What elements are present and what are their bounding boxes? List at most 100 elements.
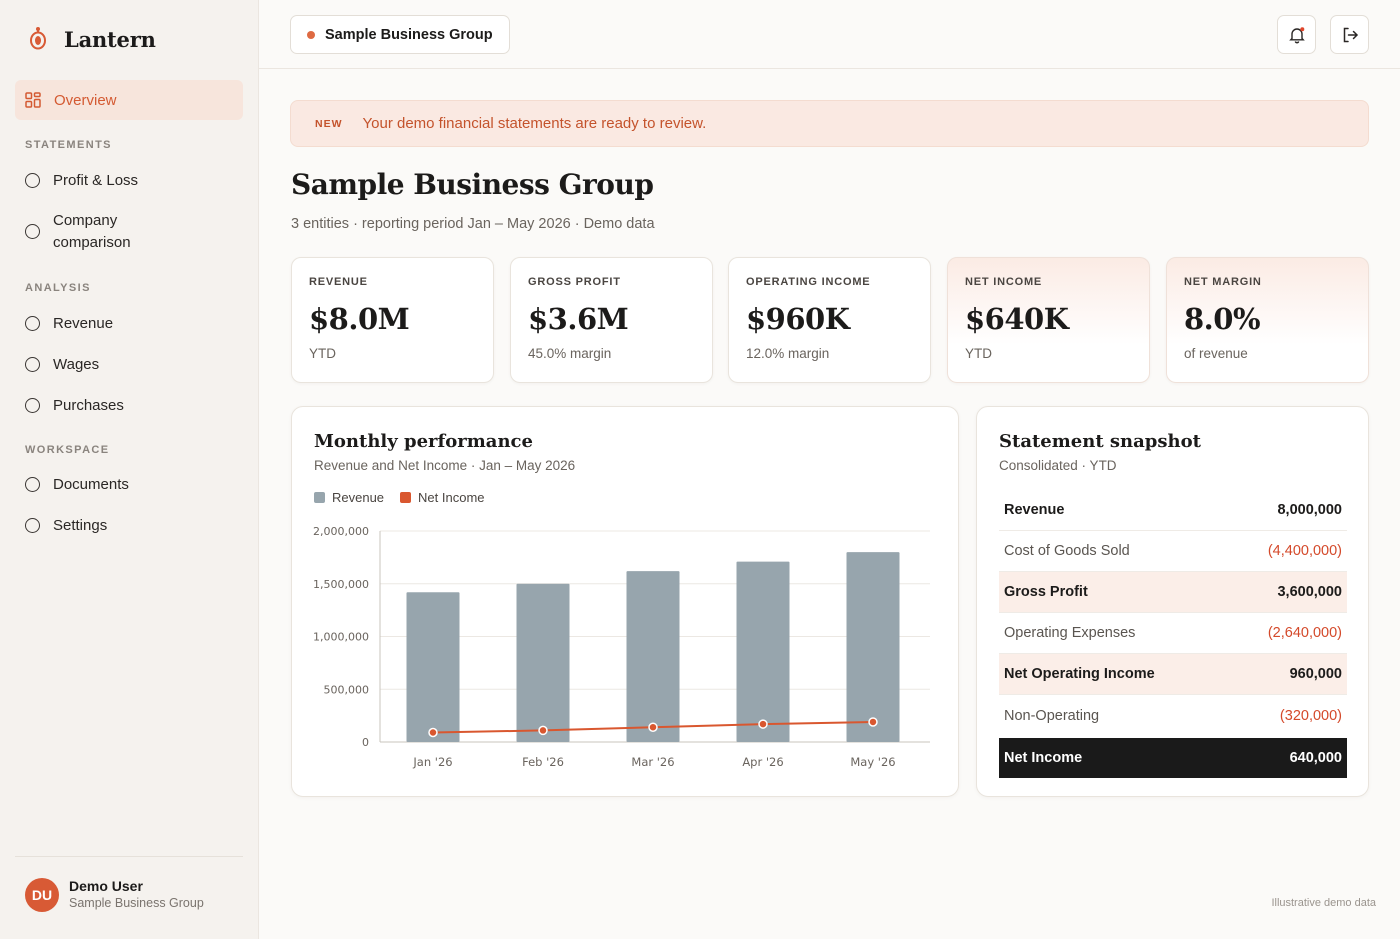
kpi-sub: YTD (309, 346, 336, 361)
chart-subtitle: Revenue and Net Income · Jan – May 2026 (314, 458, 576, 473)
net-income-point (648, 722, 658, 732)
statement-row-cogs: Cost of Goods Sold (4,400,000) (999, 531, 1347, 572)
revenue-bar (406, 592, 460, 742)
row-value: 3,600,000 (1277, 584, 1342, 600)
row-label: Cost of Goods Sold (1004, 543, 1130, 559)
kpi-sub: of revenue (1184, 346, 1248, 361)
monthly-performance-card: Monthly performance Revenue and Net Inco… (291, 406, 959, 797)
row-value: 8,000,000 (1277, 502, 1342, 518)
sidebar-item-profit-loss[interactable]: Profit & Loss (15, 170, 243, 190)
kpi-sub: YTD (965, 346, 992, 361)
x-tick-label: Jan '26 (412, 755, 452, 769)
sidebar: Lantern Overview STATEMENTS Profit & Los… (0, 0, 259, 939)
x-tick-label: Mar '26 (631, 755, 674, 769)
page-title: Sample Business Group (291, 168, 654, 201)
sidebar-item-label: Company comparison (53, 211, 131, 251)
sidebar-item-label: Wages (53, 355, 100, 373)
statement-row-revenue: Revenue 8,000,000 (999, 490, 1347, 531)
chart-legend: Revenue Net Income (314, 490, 485, 505)
kpi-label: OPERATING INCOME (746, 276, 871, 288)
sidebar-item-overview[interactable]: Overview (15, 80, 243, 120)
sidebar-item-label: Purchases (53, 396, 124, 414)
notice-banner: NEW Your demo financial statements are r… (290, 100, 1369, 147)
statement-row-net-operating-income: Net Operating Income 960,000 (999, 654, 1347, 695)
notifications-button[interactable] (1277, 15, 1316, 54)
top-bar: Sample Business Group (259, 0, 1400, 69)
statement-row-non-operating: Non-Operating (320,000) (999, 695, 1347, 736)
avatar[interactable]: DU (25, 878, 59, 912)
sidebar-item-label: Overview (54, 91, 117, 109)
logout-icon (1343, 27, 1358, 42)
legend-label: Net Income (418, 490, 485, 505)
kpi-sub: 45.0% margin (528, 346, 612, 361)
statement-snapshot-card: Statement snapshot Consolidated · YTD Re… (976, 406, 1369, 797)
statement-row-net-income: Net Income 640,000 (999, 738, 1347, 778)
sidebar-item-purchases[interactable]: Purchases (15, 395, 243, 415)
row-label: Operating Expenses (1004, 625, 1136, 641)
sidebar-item-wages[interactable]: Wages (15, 354, 243, 374)
kpi-card-revenue: REVENUE $8.0M YTD (291, 257, 494, 383)
net-income-point (758, 719, 768, 729)
banner-message[interactable]: Your demo financial statements are ready… (362, 115, 707, 132)
section-label-statements: STATEMENTS (25, 139, 112, 151)
legend-item-net-income[interactable]: Net Income (400, 490, 485, 505)
kpi-card-net-income: NET INCOME $640K YTD (947, 257, 1150, 383)
sidebar-item-settings[interactable]: Settings (15, 515, 243, 535)
sidebar-item-company-comparison[interactable]: Company comparison (15, 209, 243, 254)
sidebar-divider (15, 856, 243, 857)
app-name: Lantern (64, 26, 156, 52)
kpi-card-gross-profit: GROSS PROFIT $3.6M 45.0% margin (510, 257, 713, 383)
section-label-workspace: WORKSPACE (25, 444, 110, 456)
sidebar-item-label: Revenue (53, 314, 114, 332)
circle-icon (25, 517, 40, 533)
legend-item-revenue[interactable]: Revenue (314, 490, 384, 505)
revenue-bar (846, 552, 900, 742)
section-label-analysis: ANALYSIS (25, 282, 91, 294)
legend-swatch (400, 492, 412, 503)
statement-row-gross-profit: Gross Profit 3,600,000 (999, 572, 1347, 613)
kpi-label: NET MARGIN (1184, 276, 1262, 288)
new-badge: NEW (315, 117, 343, 130)
kpi-value: $8.0M (309, 302, 410, 336)
kpi-value: $960K (746, 302, 850, 336)
brand[interactable]: Lantern (28, 26, 156, 52)
performance-chart: 2,000,000 1,500,000 1,000,000 500,000 0 Jan '… (313, 525, 930, 769)
circle-icon (25, 315, 40, 331)
circle-icon (25, 224, 40, 239)
group-selector[interactable]: Sample Business Group (290, 15, 510, 54)
sidebar-item-revenue[interactable]: Revenue (15, 313, 243, 333)
group-selector-label: Sample Business Group (325, 26, 493, 43)
statement-row-operating-expenses: Operating Expenses (2,640,000) (999, 613, 1347, 654)
row-label: Gross Profit (1004, 584, 1088, 600)
row-value: (4,400,000) (1267, 543, 1342, 559)
y-tick-label: 2,000,000 (313, 525, 369, 538)
row-value: (320,000) (1279, 707, 1342, 724)
kpi-value: $640K (965, 302, 1069, 336)
y-tick-label: 1,000,000 (313, 631, 369, 644)
row-value: (2,640,000) (1267, 625, 1342, 641)
legend-swatch (314, 492, 325, 503)
kpi-sub: 12.0% margin (746, 346, 830, 361)
user-name: Demo User (69, 878, 143, 894)
sidebar-item-label: Profit & Loss (53, 171, 139, 189)
statement-subtitle: Consolidated · YTD (999, 458, 1117, 473)
row-label: Net Operating Income (1004, 666, 1155, 682)
y-tick-label: 500,000 (324, 683, 370, 696)
y-tick-label: 0 (362, 736, 369, 749)
row-label: Revenue (1004, 502, 1065, 518)
chart-title: Monthly performance (314, 431, 533, 452)
kpi-value: 8.0% (1184, 302, 1261, 336)
kpi-card-net-margin: NET MARGIN 8.0% of revenue (1166, 257, 1369, 383)
row-label: Net Income (1004, 750, 1083, 766)
sidebar-item-documents[interactable]: Documents (15, 474, 243, 494)
circle-icon (25, 356, 40, 372)
logout-button[interactable] (1330, 15, 1369, 54)
x-tick-label: May '26 (850, 755, 895, 769)
net-income-point (538, 725, 548, 736)
statement-title: Statement snapshot (999, 431, 1201, 452)
y-tick-label: 1,500,000 (313, 578, 369, 591)
kpi-value: $3.6M (528, 302, 629, 336)
net-income-point (428, 727, 438, 738)
status-dot (307, 30, 315, 39)
sidebar-item-label: Documents (53, 475, 129, 493)
